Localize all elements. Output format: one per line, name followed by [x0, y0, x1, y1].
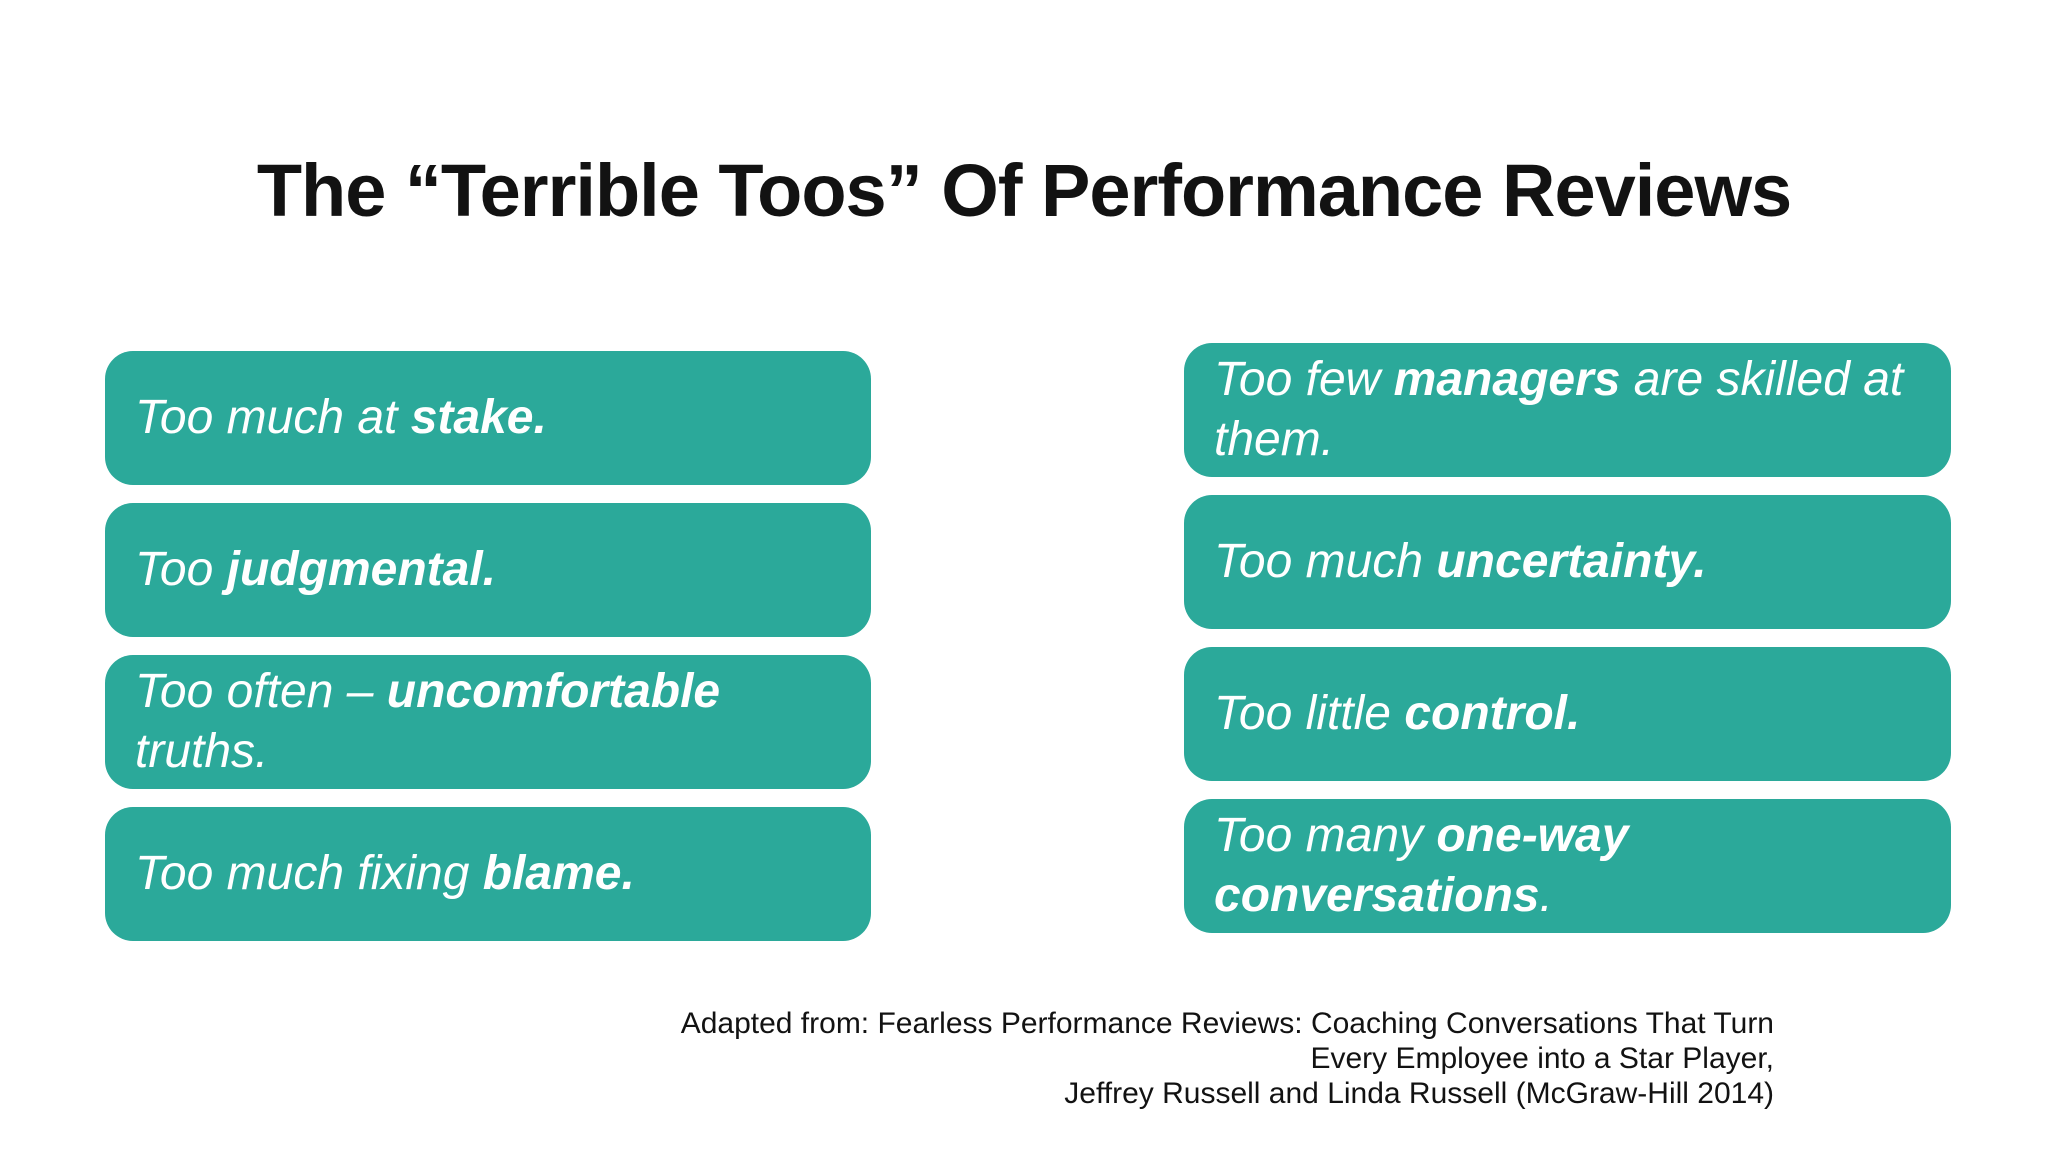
- too-box-line: them.: [1214, 410, 1903, 470]
- citation-line: Adapted from: Fearless Performance Revie…: [680, 1007, 1774, 1040]
- too-box: Too much uncertainty.: [1184, 495, 1951, 629]
- too-box-text: Too much fixing blame.: [135, 844, 635, 904]
- too-box: Too much fixing blame.: [105, 807, 871, 941]
- too-box: Too often – uncomfortable truths.: [105, 655, 871, 789]
- bold-term: one-way: [1436, 809, 1629, 862]
- too-box-line: Too few managers are skilled at: [1214, 350, 1903, 410]
- text-segment: Too much fixing: [135, 847, 483, 900]
- too-box-line: Too much fixing blame.: [135, 844, 635, 904]
- too-box-text: Too few managers are skilled at them.: [1214, 350, 1903, 470]
- text-segment: truths.: [135, 725, 269, 778]
- citation: Adapted from: Fearless Performance Revie…: [681, 1006, 1774, 1111]
- text-segment: Too often –: [135, 665, 387, 718]
- slide-title: The “Terrible Toos” Of Performance Revie…: [256, 149, 1792, 232]
- bold-term: conversations: [1214, 869, 1540, 922]
- text-segment: are skilled at: [1620, 353, 1904, 406]
- too-box-line: Too much at stake.: [135, 388, 547, 448]
- bold-term: stake.: [410, 391, 547, 444]
- too-box: Too few managers are skilled at them.: [1184, 343, 1951, 477]
- text-segment: Too little: [1214, 687, 1405, 740]
- too-box-text: Too judgmental.: [135, 540, 496, 600]
- bold-term: judgmental.: [226, 543, 496, 596]
- too-box-line: Too often – uncomfortable: [135, 662, 720, 722]
- citation-line: Every Employee into a Star Player,: [1310, 1042, 1774, 1075]
- text-segment: Too few: [1214, 353, 1394, 406]
- citation-line: Jeffrey Russell and Linda Russell (McGra…: [1064, 1077, 1774, 1110]
- bold-term: managers: [1393, 353, 1621, 406]
- right-column: Too few managers are skilled at them. Too …: [1184, 343, 1951, 933]
- bold-term: uncomfortable: [386, 665, 721, 718]
- bold-term: blame.: [482, 847, 635, 900]
- text-segment: .: [1539, 869, 1553, 922]
- too-box-text: Too much at stake.: [135, 388, 547, 448]
- text-segment: Too much at: [135, 391, 411, 444]
- text-segment: Too: [135, 543, 227, 596]
- too-box-text: Too little control.: [1214, 684, 1580, 744]
- bold-term: uncertainty.: [1436, 535, 1707, 588]
- too-box-line: conversations.: [1214, 866, 1628, 926]
- too-box-line: Too much uncertainty.: [1214, 532, 1707, 592]
- left-column: Too much at stake. Too judgmental. Too oft…: [105, 351, 871, 941]
- text-segment: them.: [1214, 413, 1335, 466]
- too-box: Too many one-way conversations.: [1184, 799, 1951, 933]
- bold-term: control.: [1404, 687, 1581, 740]
- too-box: Too judgmental.: [105, 503, 871, 637]
- text-segment: Too much: [1214, 535, 1437, 588]
- too-box-text: Too often – uncomfortable truths.: [135, 662, 720, 782]
- too-box: Too little control.: [1184, 647, 1951, 781]
- too-box-line: truths.: [135, 722, 720, 782]
- too-box-line: Too judgmental.: [135, 540, 496, 600]
- too-box-line: Too little control.: [1214, 684, 1580, 744]
- too-box: Too much at stake.: [105, 351, 871, 485]
- too-box-line: Too many one-way: [1214, 806, 1628, 866]
- too-box-text: Too many one-way conversations.: [1214, 806, 1628, 926]
- too-box-text: Too much uncertainty.: [1214, 532, 1707, 592]
- text-segment: Too many: [1214, 809, 1437, 862]
